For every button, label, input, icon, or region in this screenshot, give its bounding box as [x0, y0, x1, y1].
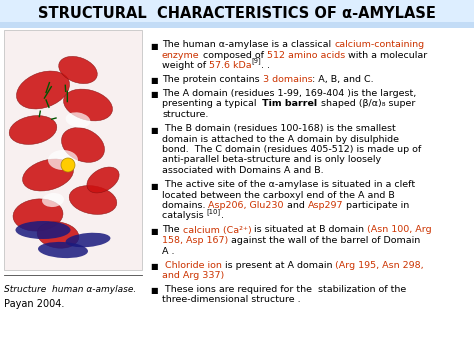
Text: against the wall of the barrel of Domain: against the wall of the barrel of Domain: [228, 236, 420, 245]
Text: ■: ■: [150, 181, 157, 191]
Ellipse shape: [62, 128, 104, 162]
FancyBboxPatch shape: [4, 30, 142, 270]
Text: anti-parallel beta-structure and is only loosely: anti-parallel beta-structure and is only…: [162, 155, 381, 164]
Text: composed of: composed of: [200, 50, 266, 60]
Text: Chloride ion: Chloride ion: [165, 261, 222, 269]
Text: catalysis: catalysis: [162, 212, 207, 220]
Text: Tim barrel: Tim barrel: [263, 99, 318, 109]
Ellipse shape: [48, 150, 78, 170]
Text: participate in: participate in: [343, 201, 410, 210]
Text: is present at A domain: is present at A domain: [222, 261, 336, 269]
Text: ■: ■: [150, 227, 157, 236]
Text: . .: . .: [262, 61, 271, 70]
Text: 57.6 kDa: 57.6 kDa: [209, 61, 252, 70]
Ellipse shape: [42, 193, 64, 207]
Text: Payan 2004.: Payan 2004.: [4, 299, 64, 309]
Text: The B domain (residues 100-168) is the smallest: The B domain (residues 100-168) is the s…: [162, 124, 396, 133]
Text: ■: ■: [150, 91, 157, 99]
Text: (Arg 195, Asn 298,: (Arg 195, Asn 298,: [336, 261, 424, 269]
Text: (Asn 100, Arg: (Asn 100, Arg: [367, 225, 432, 235]
Text: and: and: [284, 201, 308, 210]
Ellipse shape: [16, 221, 71, 239]
Text: enzyme: enzyme: [162, 50, 200, 60]
Text: ■: ■: [150, 76, 157, 86]
Text: A .: A .: [162, 246, 174, 256]
Text: calcium (Ca²⁺): calcium (Ca²⁺): [182, 225, 251, 235]
Ellipse shape: [87, 167, 119, 193]
Text: and Arg 337): and Arg 337): [162, 271, 224, 280]
Text: domain is attached to the A domain by disulphide: domain is attached to the A domain by di…: [162, 135, 399, 143]
Text: associated with Domains A and B.: associated with Domains A and B.: [162, 166, 324, 175]
Ellipse shape: [9, 116, 57, 144]
Ellipse shape: [23, 159, 73, 191]
Text: calcium-containing: calcium-containing: [334, 40, 424, 49]
Ellipse shape: [64, 89, 112, 121]
Text: domains.: domains.: [162, 201, 209, 210]
Ellipse shape: [37, 222, 79, 248]
Text: STRUCTURAL  CHARACTERISTICS OF α-AMYLASE: STRUCTURAL CHARACTERISTICS OF α-AMYLASE: [38, 6, 436, 22]
Text: The: The: [162, 225, 182, 235]
Ellipse shape: [17, 71, 70, 109]
Bar: [0, 22, 474, 28]
Text: is situated at B domain: is situated at B domain: [251, 225, 367, 235]
Text: ■: ■: [150, 126, 157, 135]
Text: Asp297: Asp297: [308, 201, 343, 210]
Text: three-dimensional structure .: three-dimensional structure .: [162, 295, 301, 305]
Text: 512 amino acids: 512 amino acids: [266, 50, 345, 60]
Text: These ions are required for the  stabilization of the: These ions are required for the stabiliz…: [162, 285, 406, 294]
Circle shape: [61, 158, 75, 172]
Text: The human α-amylase is a classical: The human α-amylase is a classical: [162, 40, 334, 49]
Text: weight of: weight of: [162, 61, 209, 70]
Text: The active site of the α-amylase is situated in a cleft: The active site of the α-amylase is situ…: [162, 180, 415, 189]
Ellipse shape: [65, 112, 91, 128]
Text: presenting a typical: presenting a typical: [162, 99, 263, 109]
Text: 3 domains: 3 domains: [263, 75, 312, 84]
Text: ■: ■: [150, 42, 157, 50]
Ellipse shape: [38, 242, 88, 258]
Text: The A domain (residues 1-99, 169-404 )is the largest,: The A domain (residues 1-99, 169-404 )is…: [162, 89, 416, 98]
Text: ■: ■: [150, 262, 157, 271]
Text: located between the carboxyl end of the A and B: located between the carboxyl end of the …: [162, 191, 395, 200]
Text: [10]: [10]: [207, 208, 221, 215]
Ellipse shape: [69, 186, 117, 214]
Ellipse shape: [13, 199, 63, 231]
Text: .: .: [221, 212, 224, 220]
Text: Asp206, Glu230: Asp206, Glu230: [209, 201, 284, 210]
Text: 158, Asp 167): 158, Asp 167): [162, 236, 228, 245]
Ellipse shape: [59, 56, 97, 83]
Text: with a molecular: with a molecular: [345, 50, 427, 60]
Ellipse shape: [65, 233, 110, 247]
Text: shaped (β/α)₈ super: shaped (β/α)₈ super: [318, 99, 415, 109]
Text: structure.: structure.: [162, 110, 209, 119]
Text: The protein contains: The protein contains: [162, 75, 263, 84]
Text: ■: ■: [150, 286, 157, 295]
Text: [9]: [9]: [252, 58, 262, 64]
Text: Structure  human α-amylase.: Structure human α-amylase.: [4, 285, 136, 294]
Text: : A, B, and C.: : A, B, and C.: [312, 75, 374, 84]
Text: bond.  The C domain (residues 405-512) is made up of: bond. The C domain (residues 405-512) is…: [162, 145, 421, 154]
FancyBboxPatch shape: [0, 0, 474, 28]
